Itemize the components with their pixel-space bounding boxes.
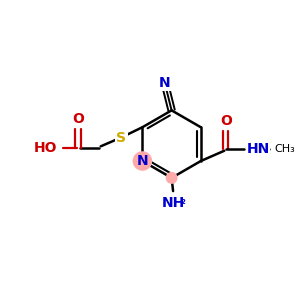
- Text: NH: NH: [161, 196, 185, 210]
- Text: O: O: [220, 114, 232, 128]
- Text: N: N: [136, 154, 148, 168]
- Text: N: N: [159, 76, 170, 90]
- Text: CH₃: CH₃: [274, 144, 295, 154]
- Text: O: O: [72, 112, 84, 126]
- Text: HO: HO: [34, 141, 58, 155]
- Text: S: S: [116, 130, 126, 145]
- Text: ₂: ₂: [180, 196, 185, 206]
- Circle shape: [166, 172, 177, 183]
- Text: HN: HN: [246, 142, 270, 156]
